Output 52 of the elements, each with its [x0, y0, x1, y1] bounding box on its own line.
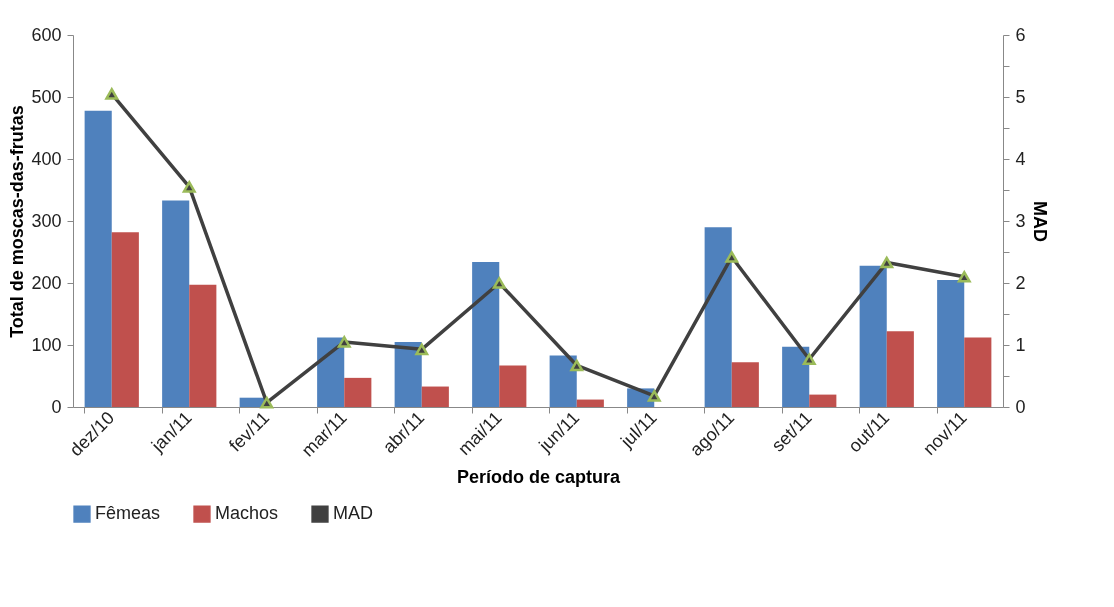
point [725, 251, 739, 263]
point [802, 353, 816, 366]
bar [499, 365, 527, 407]
point [957, 271, 971, 283]
y-tick-label: 600 [31, 24, 62, 45]
bar [472, 261, 500, 407]
y2-tick-label: 6 [1015, 24, 1026, 45]
bar [162, 200, 190, 407]
y2-tick-label: 2 [1015, 272, 1026, 293]
y2-tick-label: 3 [1015, 210, 1026, 231]
bar [886, 331, 914, 407]
point [492, 277, 506, 289]
point [570, 359, 584, 372]
point [647, 390, 661, 402]
point [260, 396, 274, 409]
legend-label: MAD [333, 503, 373, 524]
bar [782, 346, 810, 407]
x-axis-title: Período de captura [456, 466, 621, 487]
y2-tick-label: 5 [1015, 86, 1026, 107]
bar [809, 394, 837, 407]
bar [84, 110, 112, 407]
y2-axis-title: MAD [1029, 201, 1050, 242]
bar [731, 362, 759, 407]
bar [189, 284, 217, 407]
bar [859, 265, 887, 407]
legend-label: Fêmeas [95, 503, 161, 524]
point [415, 343, 429, 356]
y-tick-label: 100 [31, 334, 62, 355]
bar [964, 337, 992, 407]
y-tick-label: 300 [31, 210, 62, 231]
bar [576, 399, 604, 407]
point [337, 336, 351, 348]
y-tick-label: 500 [31, 86, 62, 107]
y-tick-label: 200 [31, 272, 62, 293]
y-tick-label: 0 [51, 396, 62, 417]
y2-tick-label: 4 [1015, 148, 1026, 169]
bar [111, 232, 139, 407]
bar [937, 279, 965, 407]
y-axis-title: Total de moscas-das-frutas [7, 105, 28, 338]
bar [704, 227, 732, 407]
point [880, 256, 894, 269]
bar [344, 377, 372, 407]
point [182, 181, 196, 193]
y2-tick-label: 1 [1015, 334, 1026, 355]
y2-tick-label: 0 [1015, 396, 1026, 417]
bar [394, 341, 422, 407]
y-tick-label: 400 [31, 148, 62, 169]
bar [317, 337, 345, 407]
bar [421, 386, 449, 407]
point [105, 88, 119, 100]
legend-label: Machos [215, 503, 279, 524]
bar [549, 355, 577, 407]
